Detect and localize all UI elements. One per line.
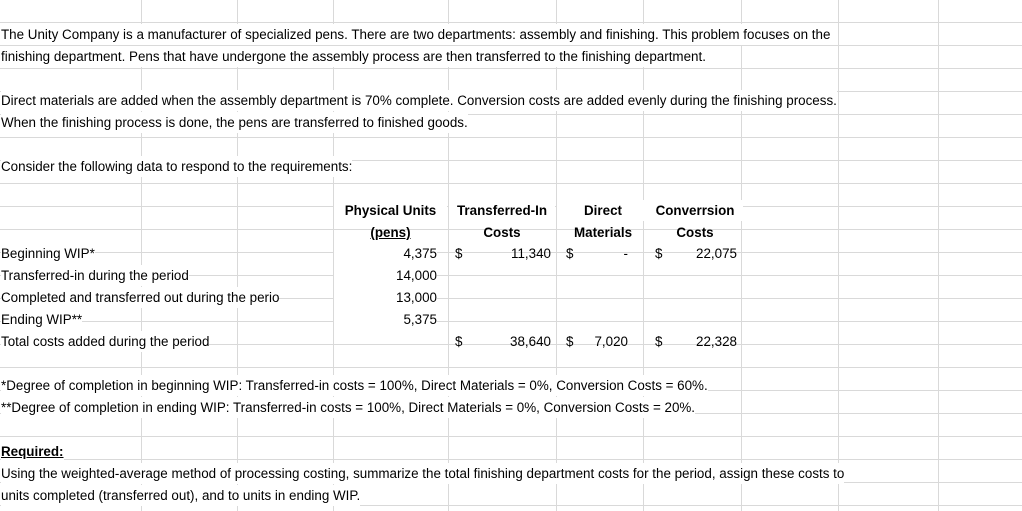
paragraph-line: The Unity Company is a manufacturer of s… bbox=[1, 24, 831, 45]
currency-sign: $ bbox=[455, 243, 463, 264]
header: Physical Units bbox=[334, 200, 447, 221]
row-label: Transferred-in during the period bbox=[1, 265, 189, 286]
column-line bbox=[556, 0, 557, 511]
currency-sign: $ bbox=[655, 243, 663, 264]
paragraph-line: When the finishing process is done, the … bbox=[1, 112, 468, 133]
paragraph-line: Direct materials are added when the asse… bbox=[1, 90, 837, 111]
units: 5,375 bbox=[334, 309, 437, 330]
currency-sign: $ bbox=[455, 331, 463, 352]
column-line bbox=[741, 0, 742, 511]
header: (pens) bbox=[370, 225, 411, 240]
paragraph-line: finishing department. Pens that have und… bbox=[1, 46, 706, 67]
currency-sign: $ bbox=[566, 331, 574, 352]
column-line bbox=[938, 0, 939, 511]
currency-sign: $ bbox=[566, 243, 574, 264]
note: *Degree of completion in beginning WIP: … bbox=[1, 375, 708, 396]
header: Materials bbox=[573, 225, 633, 240]
units: 4,375 bbox=[334, 243, 437, 264]
column-line bbox=[448, 0, 449, 511]
header: Costs bbox=[676, 225, 714, 240]
amount: 11,340 bbox=[511, 246, 551, 261]
header: Costs bbox=[483, 225, 521, 240]
header: Converrsion bbox=[647, 200, 743, 221]
amount: 7,020 bbox=[594, 334, 628, 349]
amount: - bbox=[623, 246, 628, 261]
required-line: Using the weighted-average method of pro… bbox=[1, 463, 845, 484]
column-line bbox=[838, 0, 839, 511]
required-line: units completed (transferred out), and t… bbox=[1, 485, 361, 506]
required-heading: Required: bbox=[1, 441, 64, 462]
amount: 22,328 bbox=[696, 334, 737, 349]
column-line bbox=[643, 0, 644, 511]
units: 13,000 bbox=[334, 287, 437, 308]
currency-sign: $ bbox=[655, 331, 663, 352]
units: 14,000 bbox=[334, 265, 437, 286]
column-line bbox=[237, 0, 238, 511]
amount: 38,640 bbox=[510, 334, 551, 349]
row-label: Completed and transferred out during the… bbox=[1, 287, 280, 308]
amount: 22,075 bbox=[696, 246, 737, 261]
header: Direct bbox=[557, 200, 649, 221]
column-line bbox=[141, 0, 142, 511]
header: Transferred-In bbox=[449, 200, 555, 221]
row-label: Total costs added during the period bbox=[1, 331, 210, 352]
column-line bbox=[333, 0, 334, 511]
row-label: Beginning WIP* bbox=[1, 243, 95, 264]
paragraph-line: Consider the following data to respond t… bbox=[1, 156, 353, 177]
note: **Degree of completion in ending WIP: Tr… bbox=[1, 397, 696, 418]
row-label: Ending WIP** bbox=[1, 309, 83, 330]
